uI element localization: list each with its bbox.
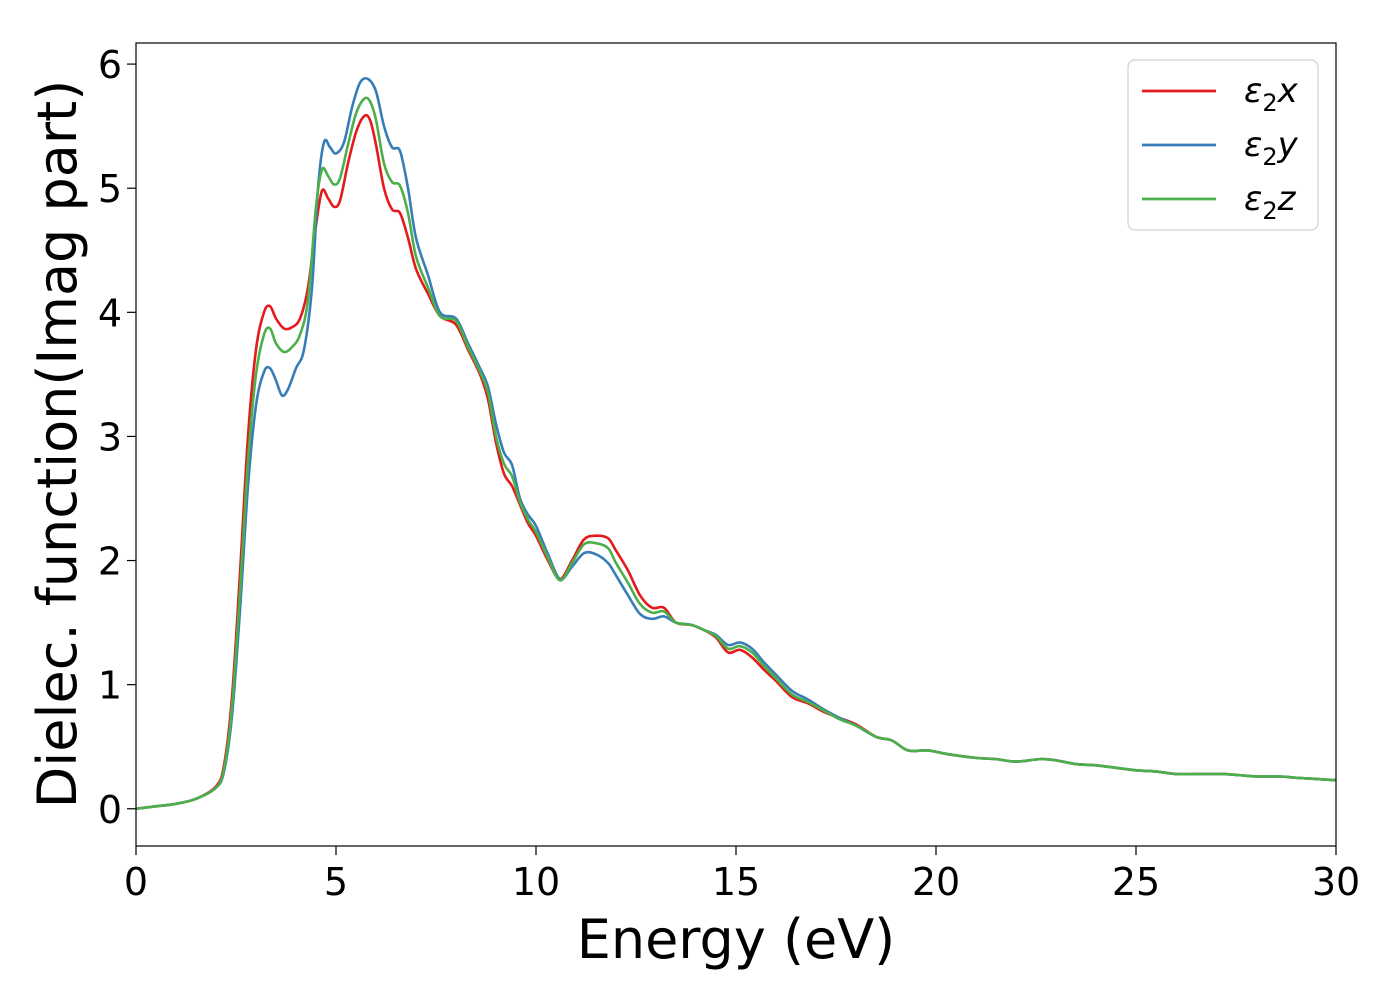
x-tick-label: 15 <box>712 860 760 904</box>
legend-symbol: ε <box>1244 179 1262 219</box>
x-tick-label: 20 <box>912 860 960 904</box>
x-tick-label: 0 <box>124 860 148 904</box>
legend-symbol: ε <box>1244 71 1262 111</box>
y-tick-label: 5 <box>98 167 122 211</box>
y-tick-label: 6 <box>98 43 122 87</box>
legend-subscript: 2 <box>1262 197 1277 225</box>
y-tick-label: 1 <box>98 664 122 708</box>
legend-subscript: 2 <box>1262 89 1277 117</box>
y-axis-label: Dielec. function(Imag part) <box>26 80 89 809</box>
legend-variable: y <box>1277 125 1299 165</box>
legend-symbol: ε <box>1244 125 1262 165</box>
legend-variable: x <box>1277 71 1299 111</box>
y-tick-label: 4 <box>98 291 122 335</box>
legend-label-z: ε2z <box>1244 179 1297 225</box>
x-tick-label: 25 <box>1112 860 1160 904</box>
y-tick-label: 2 <box>98 540 122 584</box>
y-tick-label: 0 <box>98 788 122 832</box>
x-tick-label: 30 <box>1312 860 1360 904</box>
legend-subscript: 2 <box>1262 143 1277 171</box>
x-tick-label: 5 <box>324 860 348 904</box>
series-layer <box>136 76 1336 811</box>
y-axis-ticks: 0 1 2 3 4 5 6 <box>98 43 136 832</box>
series-line-z <box>136 96 1336 811</box>
y-tick-label: 3 <box>98 415 122 459</box>
x-axis-ticks: 0 5 10 15 20 25 30 <box>124 846 1360 904</box>
legend-variable: z <box>1277 179 1297 219</box>
legend-box <box>1127 59 1319 231</box>
x-tick-label: 10 <box>512 860 560 904</box>
legend-label-y: ε2y <box>1244 125 1299 171</box>
legend-label-x: ε2x <box>1244 71 1299 117</box>
x-axis-label: Energy (eV) <box>577 908 896 971</box>
